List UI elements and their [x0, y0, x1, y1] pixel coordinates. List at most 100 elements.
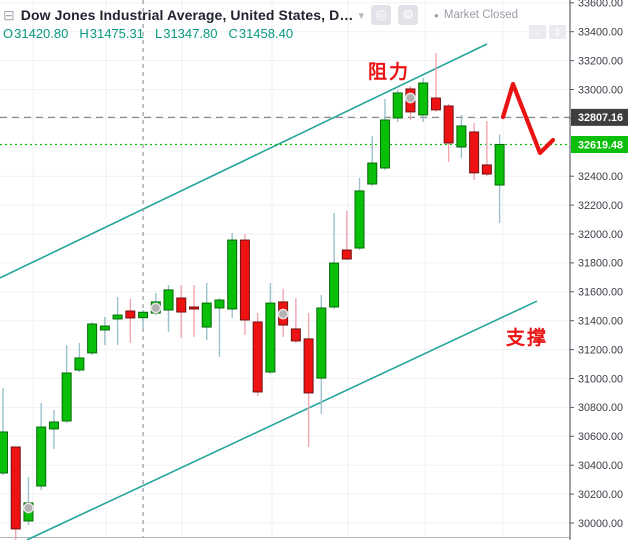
price-tick-label: 31200.00 — [578, 344, 623, 356]
candle-body — [379, 119, 390, 169]
candle-body — [303, 338, 314, 394]
candle-body — [430, 97, 441, 111]
price-tick-label: 32400.00 — [578, 171, 623, 183]
symbol-header: ⊟ Dow Jones Industrial Average, United S… — [3, 4, 518, 26]
candle-body — [125, 310, 136, 319]
candle — [87, 322, 98, 355]
settings-button[interactable]: ⚙ — [398, 5, 419, 25]
candle — [290, 298, 301, 343]
candle — [303, 313, 314, 447]
candle-body — [494, 143, 505, 186]
candle — [494, 134, 505, 224]
candle — [227, 232, 238, 318]
candle — [214, 298, 225, 357]
candle-body — [188, 306, 199, 310]
candle-body — [74, 357, 85, 371]
candle-body — [176, 297, 187, 313]
candle-body — [201, 302, 212, 328]
market-status: ● Market Closed — [434, 9, 518, 21]
price-tick-label: 30000.00 — [578, 518, 623, 530]
candle-body — [48, 421, 59, 430]
candle-body — [138, 311, 149, 319]
candle-body — [481, 164, 492, 175]
price-tick-label: 30800.00 — [578, 402, 623, 414]
gear-icon: ⚙ — [402, 7, 414, 22]
legend-low: L 31347.80 — [154, 26, 218, 41]
support-annotation-text[interactable]: 支撑 — [506, 328, 549, 349]
candle — [10, 446, 21, 540]
candle-body — [99, 325, 110, 331]
candle — [48, 410, 59, 450]
candle — [265, 282, 276, 375]
candle — [0, 388, 8, 476]
candle-body — [316, 307, 327, 379]
ohlc-legend: O 31420.80 H 31475.31 L 31347.80 C 31458… — [3, 26, 304, 41]
candle — [176, 285, 187, 338]
event-marker — [277, 308, 289, 320]
event-marker — [405, 92, 416, 104]
candle-body — [239, 239, 250, 321]
support-trendline[interactable] — [26, 300, 538, 540]
candle — [74, 342, 85, 372]
candle-body — [290, 328, 301, 342]
price-tick-label: 33400.00 — [578, 27, 623, 39]
candle-body — [367, 162, 378, 185]
candle — [138, 309, 149, 329]
candle — [443, 103, 454, 163]
candle — [112, 297, 123, 345]
price-tick-label: 33600.00 — [578, 0, 623, 10]
candle-body — [265, 302, 276, 373]
snapshot-button[interactable]: ◎ — [371, 5, 392, 25]
alert-price-badge-text: 32807.16 — [578, 112, 623, 124]
candle — [36, 403, 47, 491]
candle-body — [252, 321, 263, 393]
candle — [316, 294, 327, 415]
candle — [125, 299, 136, 343]
candle-body — [214, 299, 225, 309]
candle — [61, 344, 72, 424]
last-price-badge-text: 32619.48 — [578, 139, 623, 151]
candle — [469, 123, 480, 180]
candle — [430, 52, 441, 112]
autoscale-button[interactable]: ⇕ — [549, 25, 566, 39]
chevron-down-icon[interactable]: ▾ — [358, 9, 365, 22]
candle — [188, 285, 199, 337]
symbol-title[interactable]: Dow Jones Industrial Average, United Sta… — [20, 7, 354, 23]
snapshot-icon: ◎ — [375, 7, 387, 22]
candle-body — [443, 105, 454, 144]
candle — [252, 313, 263, 396]
resistance-trendline[interactable] — [0, 43, 488, 279]
candle — [163, 285, 174, 332]
price-tick-label: 31400.00 — [578, 316, 623, 328]
candle-body — [329, 262, 340, 308]
legend-close: C 31458.40 — [228, 26, 294, 41]
scroll-down-button[interactable]: ↓ — [529, 25, 546, 39]
collapse-legend-icon[interactable]: ⊟ — [3, 7, 15, 23]
candle — [99, 316, 110, 345]
price-axis[interactable] — [570, 0, 628, 540]
status-bullet-icon: ● — [434, 10, 439, 20]
candle-body — [392, 92, 403, 119]
candle-body — [354, 190, 365, 249]
price-tick-label: 33000.00 — [578, 84, 623, 96]
candle — [329, 213, 340, 309]
resistance-annotation-text[interactable]: 阻力 — [368, 62, 411, 83]
candle-body — [418, 82, 429, 116]
axis-quick-buttons: ↓ ⇕ — [529, 25, 566, 39]
candle — [418, 77, 429, 123]
candle-body — [227, 239, 238, 310]
candle-body — [36, 426, 47, 487]
price-tick-label: 30400.00 — [578, 460, 623, 472]
legend-open: O 31420.80 — [3, 26, 69, 41]
price-tick-label: 31000.00 — [578, 373, 623, 385]
candle — [481, 121, 492, 177]
price-tick-label: 30600.00 — [578, 431, 623, 443]
last-price-badge — [571, 135, 628, 153]
candle-body — [0, 431, 8, 474]
price-tick-label: 33200.00 — [578, 55, 623, 67]
candle — [341, 211, 352, 261]
candle-body — [341, 249, 352, 260]
candle — [201, 282, 212, 340]
drawn-arrow[interactable] — [500, 81, 556, 156]
